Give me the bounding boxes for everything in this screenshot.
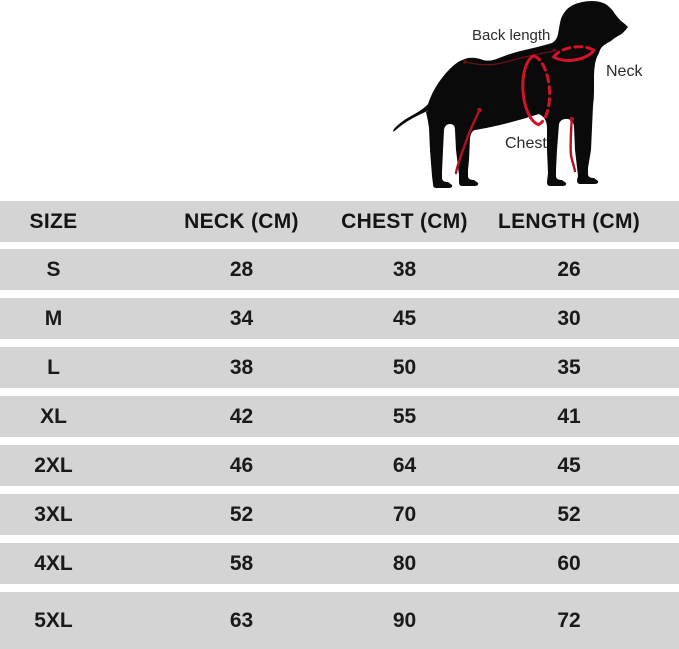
svg-text:Chest: Chest xyxy=(505,135,547,152)
svg-text:Back length: Back length xyxy=(472,27,550,44)
svg-text:Neck: Neck xyxy=(606,63,643,80)
